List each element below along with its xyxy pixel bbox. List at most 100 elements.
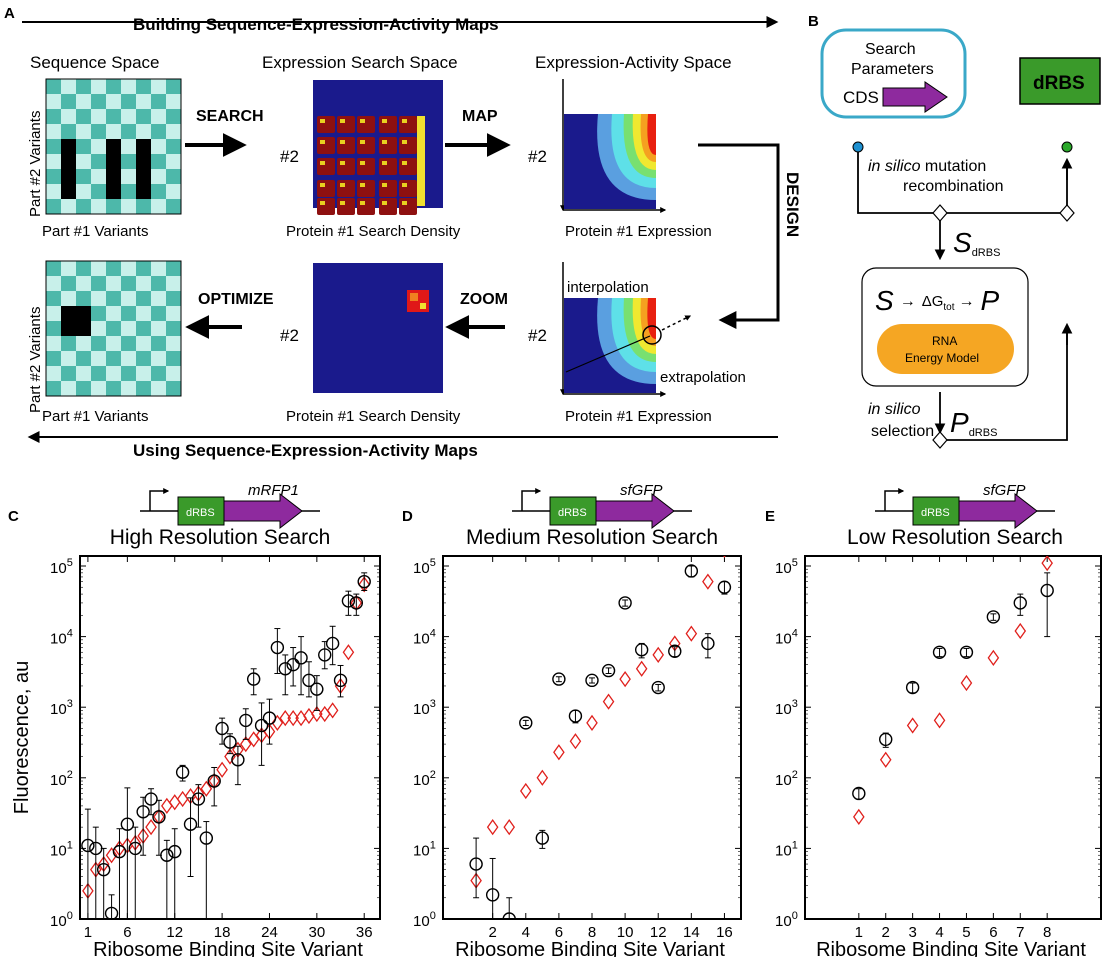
- measured-point: [128, 841, 142, 856]
- y-tick-label: 103: [775, 698, 798, 718]
- rna-label-line1: RNA: [932, 334, 957, 348]
- x-tick-label: 12: [650, 924, 667, 941]
- grid-cell: [166, 109, 181, 124]
- grid-cell: [61, 79, 76, 94]
- predicted-point: [853, 808, 865, 825]
- grid-cell: [106, 139, 121, 154]
- measured-point: [302, 673, 316, 688]
- s-to-dg-to-p: S → ΔGtot → P: [875, 285, 1000, 316]
- grid-cell: [151, 199, 166, 214]
- predicted-point: [503, 819, 516, 836]
- plot-area: [469, 556, 732, 919]
- grid-cell: [91, 336, 106, 351]
- measured-point: [325, 636, 340, 651]
- grid-cell: [76, 291, 91, 306]
- measured-point: [270, 640, 285, 655]
- grid-cell: [136, 276, 151, 291]
- end-node-icon: [1061, 141, 1073, 153]
- predicted-point: [239, 735, 252, 753]
- interpolation-label: interpolation: [567, 279, 649, 296]
- grid-cell: [46, 169, 61, 184]
- grid-cell: [46, 381, 61, 396]
- grid-cell: [106, 109, 121, 124]
- expression-activity-space-label: Expression-Activity Space: [535, 53, 732, 72]
- grid-cell: [166, 124, 181, 139]
- y-tick-label: 100: [775, 910, 798, 930]
- measured-point: [160, 848, 174, 862]
- measured-point: [519, 716, 533, 730]
- grid-cell: [121, 109, 136, 124]
- part1-variants-label-bottom: Part #1 Variants: [42, 408, 148, 425]
- grid-cell: [166, 306, 181, 321]
- grid-cell: [166, 139, 181, 154]
- predicted-point: [569, 733, 582, 750]
- drbs-label: dRBS: [921, 507, 950, 519]
- grid-cell: [151, 306, 166, 321]
- grid-cell: [166, 94, 181, 109]
- grid-cell: [136, 261, 151, 276]
- grid-cell: [121, 199, 136, 214]
- s-drbs-label: SdRBS: [953, 227, 1000, 259]
- heat-cell: [337, 137, 355, 154]
- heat-cell: [357, 116, 375, 133]
- grid-cell: [91, 79, 106, 94]
- grid-cell: [166, 291, 181, 306]
- predicted-point: [879, 751, 892, 768]
- predicted-point: [486, 819, 499, 836]
- x-tick-label: 30: [308, 924, 325, 941]
- part1-variants-label-top: Part #1 Variants: [42, 223, 148, 240]
- grid-cell: [136, 169, 151, 184]
- heat-cell: [337, 116, 355, 133]
- measured-point: [852, 786, 866, 801]
- measured-point: [986, 610, 1001, 624]
- measured-point: [199, 831, 214, 845]
- grid-cell: [121, 124, 136, 139]
- grid-cell: [61, 184, 76, 199]
- grid-cell: [166, 261, 181, 276]
- heat-cell: [399, 158, 417, 175]
- grid-cell: [121, 351, 136, 366]
- y-tick-label: 101: [775, 839, 798, 859]
- grid-cell: [46, 124, 61, 139]
- grid-cell: [76, 139, 91, 154]
- grid-cell: [136, 94, 151, 109]
- part2-variants-label-top: Part #2 Variants: [27, 111, 44, 217]
- predicted-point: [247, 731, 260, 748]
- gene-name: sfGFP: [983, 482, 1026, 499]
- predicted-point: [287, 710, 299, 727]
- grid-cell: [151, 336, 166, 351]
- predicted-point: [1041, 556, 1053, 572]
- grid-cell: [106, 184, 121, 199]
- measured-point: [81, 838, 95, 853]
- grid-cell: [61, 351, 76, 366]
- grid-cell: [91, 94, 106, 109]
- measured-point: [485, 888, 500, 902]
- grid-cell: [91, 184, 106, 199]
- grid-cell: [91, 154, 106, 169]
- measured-point: [1013, 596, 1027, 610]
- heat-cell: [337, 198, 355, 215]
- grid-cell: [91, 199, 106, 214]
- predicted-point: [311, 705, 323, 723]
- grid-cell: [46, 291, 61, 306]
- predicted-point: [536, 769, 549, 786]
- search-label: SEARCH: [196, 108, 264, 125]
- grid-cell: [76, 199, 91, 214]
- predicted-point: [342, 644, 355, 661]
- grid-cell: [61, 291, 76, 306]
- measured-point: [120, 817, 135, 831]
- x-tick-label: 6: [123, 924, 131, 941]
- protein1-search-density-top: Protein #1 Search Density: [286, 223, 461, 240]
- y-axis-label: Fluorescence, au: [11, 661, 33, 814]
- grid-cell: [91, 381, 106, 396]
- measured-point: [136, 805, 150, 819]
- grid-cell: [151, 276, 166, 291]
- grid-cell: [76, 109, 91, 124]
- search-parameters-line1: Search: [865, 41, 916, 58]
- heat-cell: [379, 116, 397, 133]
- measured-point: [634, 643, 649, 657]
- grid-cell: [46, 306, 61, 321]
- grid-cell: [121, 184, 136, 199]
- grid-cell: [166, 79, 181, 94]
